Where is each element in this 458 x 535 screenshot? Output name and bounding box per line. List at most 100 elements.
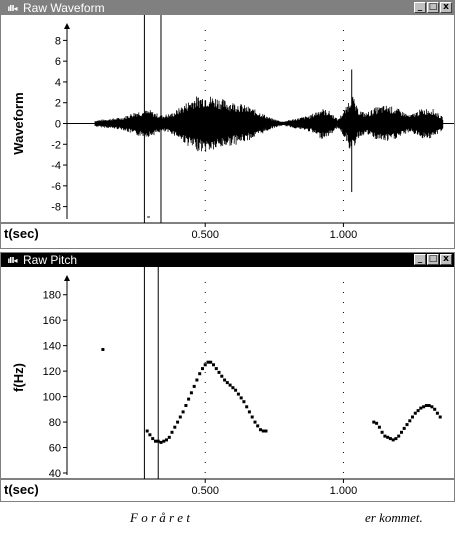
waveform-titlebar[interactable]: ıⅡ◂ Raw Waveform _ □ x [1, 1, 454, 15]
maximize-button[interactable]: □ [427, 254, 439, 265]
pitch-point [173, 425, 177, 429]
pitch-point [388, 437, 392, 441]
y-tick-label: 40 [49, 468, 61, 480]
window-app-icon[interactable]: ıⅡ◂ [7, 255, 17, 265]
y-tick-label: 180 [43, 290, 61, 302]
y-tick-label: 160 [43, 315, 61, 327]
pitch-point [391, 438, 395, 442]
pitch-window[interactable]: ıⅡ◂ Raw Pitch _ □ x f(Hz) 180 160 140 120 100… [0, 252, 455, 502]
pitch-point [397, 434, 401, 438]
pitch-titlebar[interactable]: ıⅡ◂ Raw Pitch _ □ x [1, 253, 454, 267]
pitch-point [438, 415, 442, 419]
pitch-point [261, 429, 265, 433]
pitch-point [101, 348, 105, 351]
y-tick-label: 2 [55, 98, 61, 110]
pitch-point [206, 360, 210, 364]
pitch-point [201, 367, 204, 371]
y-tick-label: 8 [55, 35, 61, 47]
caption-left: F o r å r e t [130, 510, 190, 525]
pitch-point [228, 383, 232, 387]
pitch-point [167, 435, 171, 439]
pitch-point [225, 381, 229, 385]
pitch-point [159, 440, 163, 444]
pitch-point [239, 396, 243, 400]
pitch-point [256, 424, 260, 428]
pitch-point [402, 426, 406, 430]
y-tick-label: 6 [55, 56, 61, 68]
y-tick-label: 4 [55, 77, 61, 89]
pitch-point [430, 405, 434, 409]
pitch-point [394, 437, 398, 441]
pitch-point [162, 439, 166, 443]
pitch-point [375, 421, 379, 425]
pitch-point [236, 392, 240, 396]
y-tick-label: 100 [43, 392, 61, 404]
pitch-point [181, 410, 185, 414]
y-tick-label: -4 [51, 160, 61, 172]
pitch-point [203, 363, 207, 367]
y-axis-label: f(Hz) [11, 363, 26, 392]
pitch-point [400, 430, 403, 434]
maximize-button[interactable]: □ [427, 2, 439, 13]
y-axis-arrow-top [64, 275, 70, 281]
waveform-window-controls: _ □ x [413, 2, 452, 13]
pitch-point [386, 435, 390, 439]
x-axis-label: t(sec) [4, 226, 39, 241]
x-tick-label: 1.000 [330, 229, 358, 241]
y-tick-label: 0 [55, 119, 61, 131]
y-tick-label: -8 [51, 202, 61, 214]
close-button[interactable]: x [440, 254, 452, 265]
y-axis-arrow-top [64, 23, 70, 29]
waveform-window[interactable]: ıⅡ◂ Raw Waveform _ □ x Waveform 8 6 4 2 0 -2 -4… [0, 0, 455, 249]
pitch-point [151, 437, 155, 441]
waveform-plot[interactable]: Waveform 8 6 4 2 0 -2 -4 -6 -8 t(sec) 0.500 1.000 [1, 15, 454, 248]
pitch-point [234, 388, 238, 392]
pitch-point [187, 397, 191, 401]
pitch-point [245, 405, 249, 409]
pitch-point [433, 407, 437, 411]
pitch-point [198, 372, 202, 376]
close-button[interactable]: x [440, 2, 452, 13]
pitch-point [419, 406, 423, 410]
y-tick-label: 140 [43, 341, 61, 353]
pitch-point [148, 433, 152, 437]
pitch-point [209, 360, 213, 364]
x-tick-label: 0.500 [191, 485, 219, 497]
pitch-point [416, 409, 420, 413]
pitch-point [259, 428, 262, 432]
pitch-point [424, 404, 428, 407]
x-tick-label: 0.500 [191, 229, 219, 241]
x-tick-label: 1.000 [330, 485, 358, 497]
pitch-point [411, 415, 414, 419]
waveform-signal [94, 96, 444, 152]
y-tick-label: 80 [49, 417, 61, 429]
caption-right: er kommet. [365, 510, 423, 525]
minimize-button[interactable]: _ [414, 2, 426, 13]
minimize-button[interactable]: _ [414, 254, 426, 265]
window-app-icon[interactable]: ıⅡ◂ [7, 3, 17, 13]
pitch-point [372, 420, 376, 424]
y-tick-label: -6 [51, 181, 61, 193]
pitch-point [380, 430, 384, 434]
pitch-point [383, 434, 387, 438]
pitch-point [377, 425, 381, 429]
pitch-point [231, 386, 235, 390]
pitch-point [192, 384, 196, 388]
pitch-point [170, 430, 174, 434]
pitch-window-controls: _ □ x [413, 254, 452, 265]
y-tick-label: 120 [43, 366, 61, 378]
pitch-point [435, 411, 439, 415]
pitch-point [217, 370, 221, 374]
pitch-point [165, 438, 168, 442]
pitch-window-title: Raw Pitch [23, 253, 78, 267]
x-axis-label: t(sec) [4, 482, 39, 497]
pitch-plot[interactable]: f(Hz) 180 160 140 120 100 80 60 40 t(sec) 0.500 1.0… [1, 267, 454, 501]
pitch-point [422, 405, 426, 409]
pitch-point [189, 391, 193, 395]
pitch-point [214, 367, 218, 371]
pitch-point [220, 374, 224, 378]
pitch-point [145, 429, 149, 433]
pitch-point [264, 429, 268, 433]
pitch-point [405, 423, 409, 427]
pitch-point [408, 419, 412, 423]
